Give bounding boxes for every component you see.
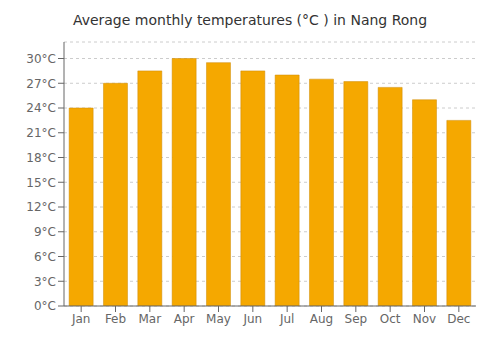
svg-text:21°C: 21°C <box>26 126 56 140</box>
svg-text:27°C: 27°C <box>26 77 56 91</box>
svg-text:Aug: Aug <box>310 312 333 326</box>
svg-text:Nov: Nov <box>413 312 436 326</box>
svg-text:12°C: 12°C <box>26 200 56 214</box>
svg-text:24°C: 24°C <box>26 101 56 115</box>
svg-text:Jul: Jul <box>279 312 294 326</box>
svg-text:9°C: 9°C <box>34 225 56 239</box>
svg-text:Dec: Dec <box>447 312 470 326</box>
svg-text:Apr: Apr <box>174 312 195 326</box>
svg-text:Feb: Feb <box>105 312 126 326</box>
svg-text:Jan: Jan <box>71 312 91 326</box>
svg-text:15°C: 15°C <box>26 176 56 190</box>
svg-text:Sep: Sep <box>345 312 368 326</box>
svg-text:May: May <box>206 312 231 326</box>
svg-text:0°C: 0°C <box>34 299 56 313</box>
svg-text:3°C: 3°C <box>34 275 56 289</box>
html-text:Average monthly temperatures (: Average monthly temperatures (°C ) in Na… <box>72 12 428 28</box>
svg-text:6°C: 6°C <box>34 250 56 264</box>
svg-text:Jun: Jun <box>242 312 262 326</box>
svg-text:18°C: 18°C <box>26 151 56 165</box>
svg-text:Mar: Mar <box>139 312 162 326</box>
svg-text:30°C: 30°C <box>26 52 56 66</box>
svg-text:Oct: Oct <box>380 312 401 326</box>
